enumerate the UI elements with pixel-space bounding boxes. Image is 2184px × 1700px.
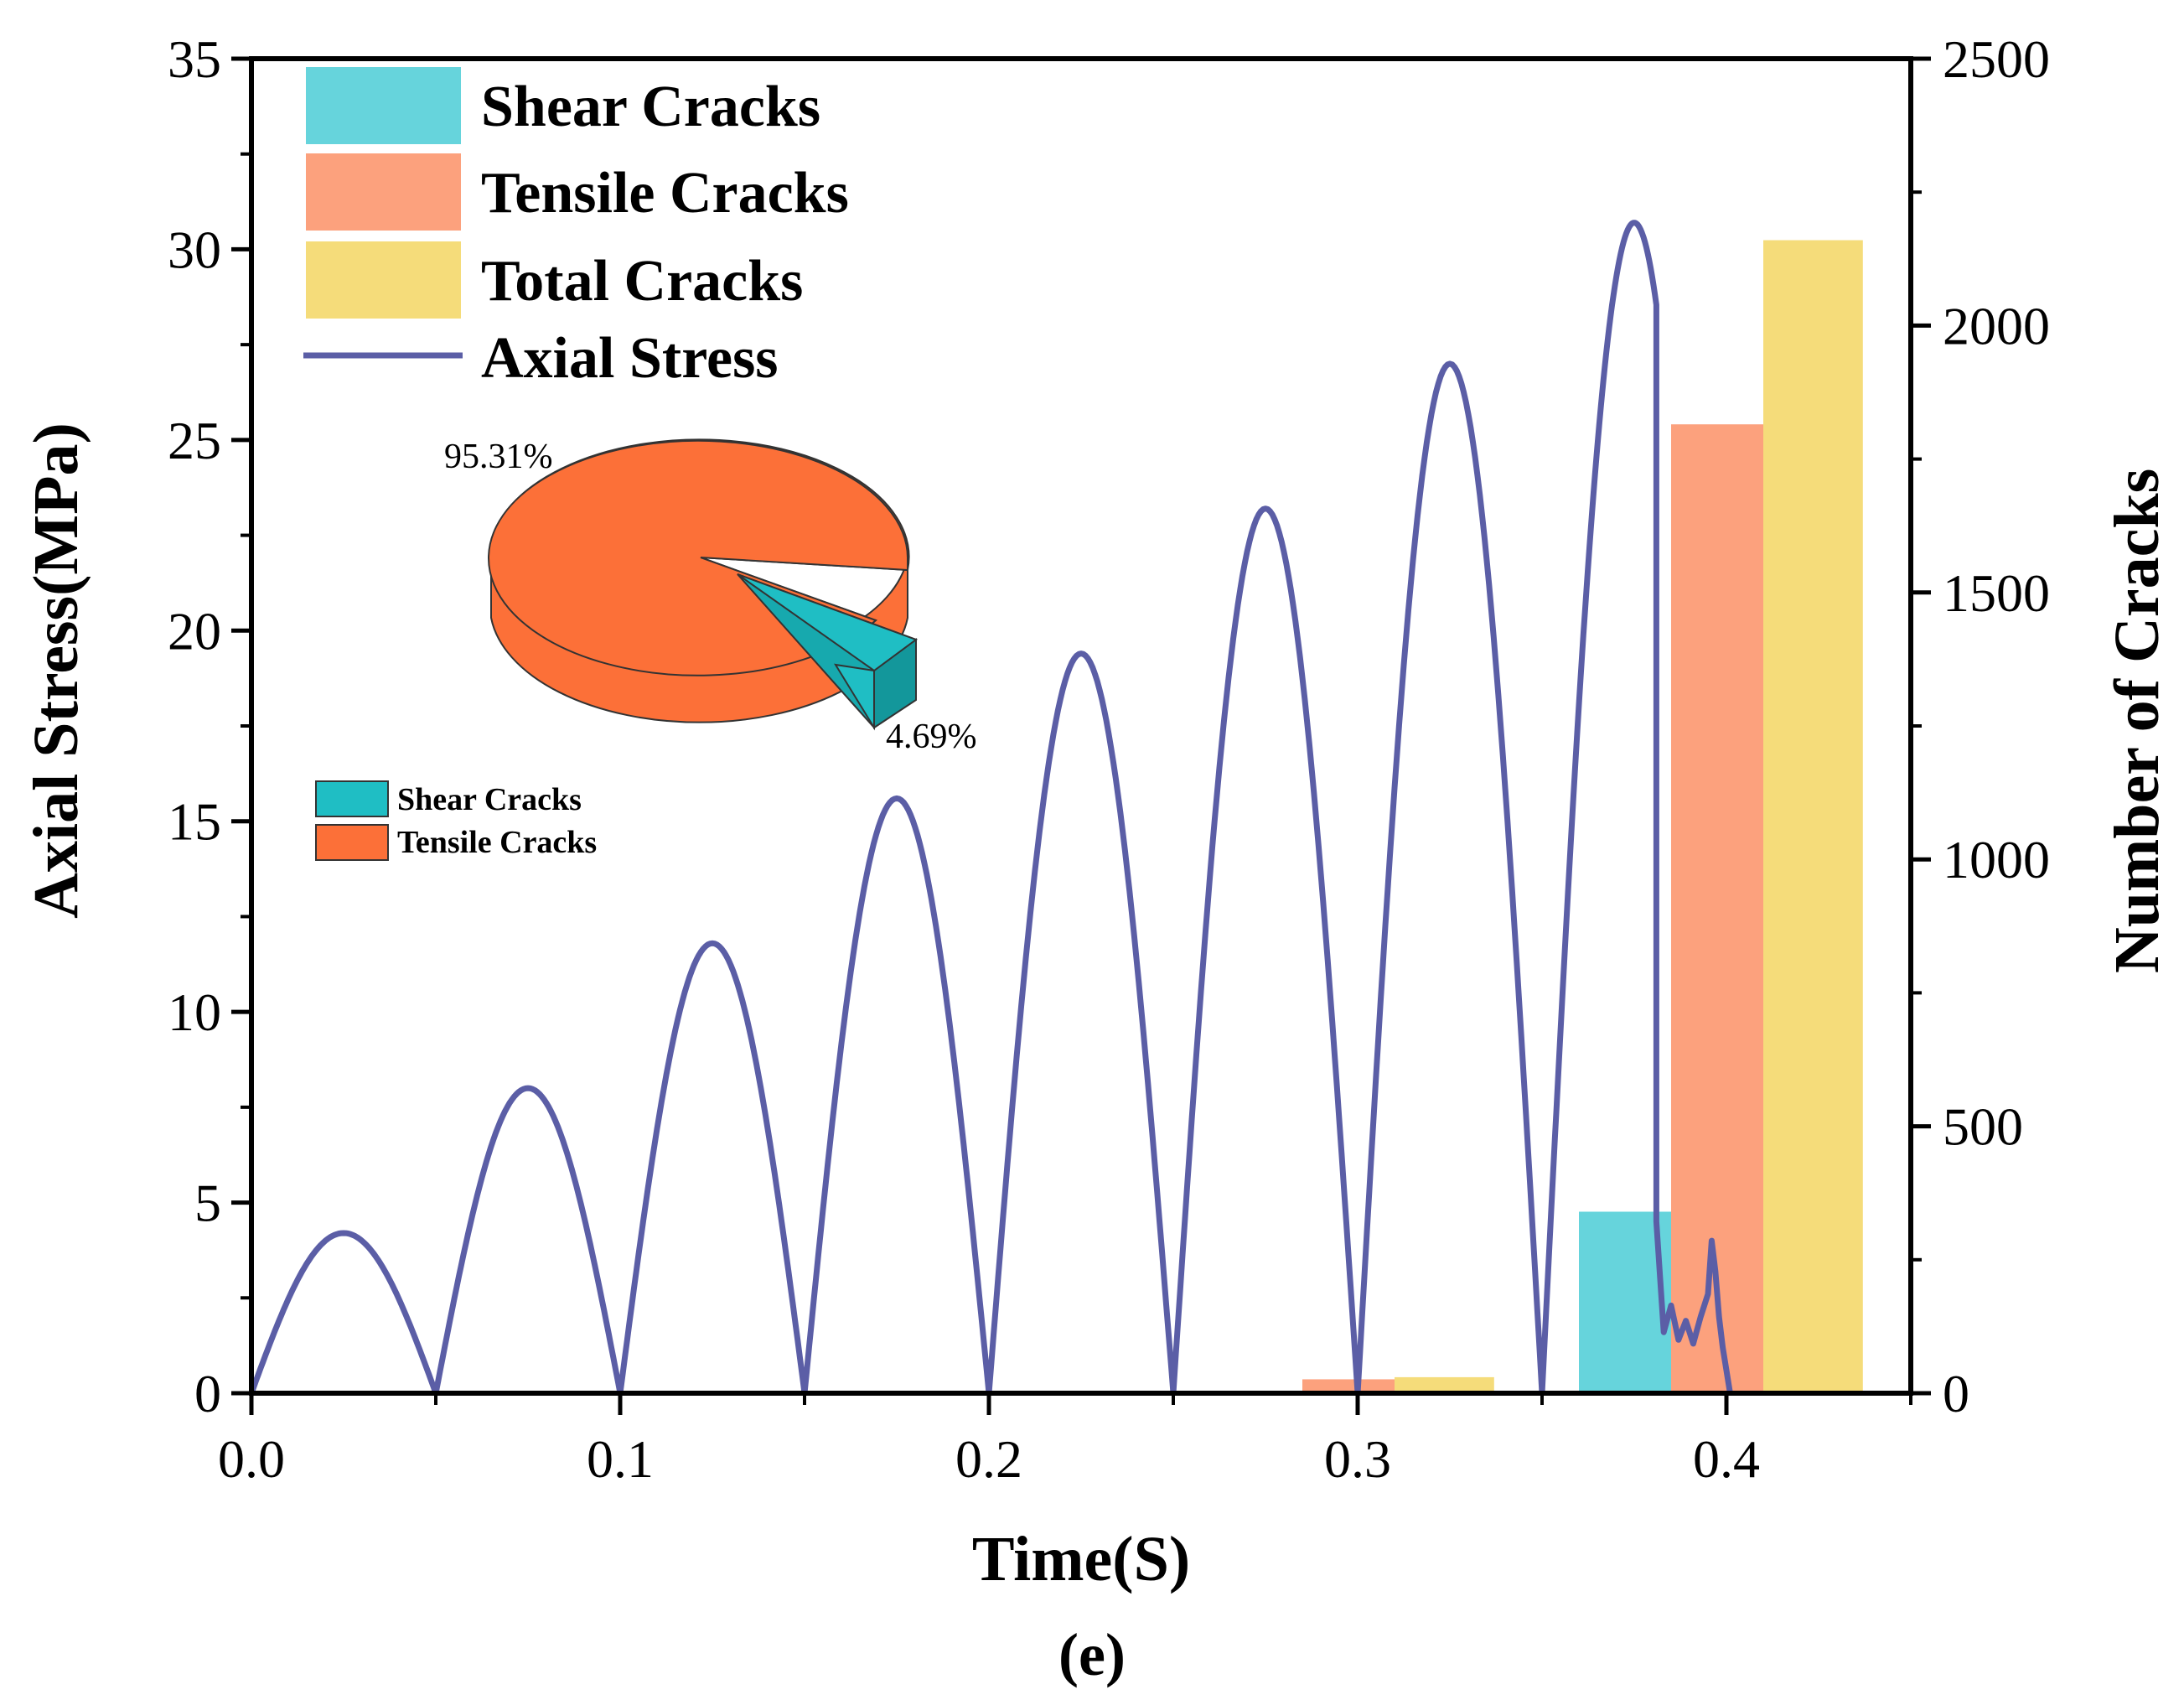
main-legend: Shear Cracks Tensile Cracks Total Cracks… bbox=[303, 67, 849, 391]
y-left-tick-label: 5 bbox=[194, 1174, 221, 1233]
pie-label-tensile: 95.31% bbox=[444, 438, 553, 476]
legend-label-shear: Shear Cracks bbox=[481, 75, 820, 139]
legend-swatch-shear bbox=[306, 67, 461, 144]
y-left-tick-label: 20 bbox=[168, 601, 221, 661]
y-left-tick-label: 35 bbox=[168, 29, 221, 89]
panel-label: (e) bbox=[1058, 1621, 1126, 1688]
inset-legend-swatch-shear bbox=[315, 780, 389, 817]
legend-swatch-tensile bbox=[306, 153, 461, 231]
inset-legend-label-tensile: Tensile Cracks bbox=[397, 825, 597, 860]
bar-tensile-cracks-1 bbox=[1671, 424, 1771, 1393]
legend-label-tensile: Tensile Cracks bbox=[481, 161, 849, 225]
bar-total-cracks-1 bbox=[1763, 240, 1863, 1393]
bar-total-cracks-0 bbox=[1395, 1376, 1494, 1393]
legend-label-axial-stress: Axial Stress bbox=[481, 326, 779, 391]
legend-label-total: Total Cracks bbox=[481, 249, 803, 314]
y-right-tick-label: 2500 bbox=[1943, 29, 2050, 89]
inset-legend-swatch-tensile bbox=[315, 824, 389, 861]
pie-label-shear: 4.69% bbox=[886, 718, 977, 756]
y-left-tick-label: 30 bbox=[168, 220, 221, 279]
y-left-tick-label: 0 bbox=[194, 1364, 221, 1423]
y-right-tick-label: 2000 bbox=[1943, 296, 2050, 355]
x-tick-label: 0.3 bbox=[1324, 1429, 1391, 1489]
legend-swatch-total bbox=[306, 241, 461, 319]
y-left-tick-label: 25 bbox=[168, 411, 221, 470]
x-tick-label: 0.2 bbox=[955, 1429, 1022, 1489]
y-left-tick-label: 15 bbox=[168, 792, 221, 852]
x-axis-title: Time(S) bbox=[972, 1524, 1190, 1594]
axis-ticks: 0.0 0.1 0.2 0.3 0.4 0 5 10 15 20 25 30 35 0 500 1000 150… bbox=[168, 29, 2050, 1489]
y-left-tick-label: 10 bbox=[168, 982, 221, 1042]
pie-slice-shear bbox=[737, 573, 919, 731]
x-tick-label: 0.0 bbox=[218, 1429, 285, 1489]
bar-series-group bbox=[1210, 240, 1863, 1393]
inset-legend-label-shear: Shear Cracks bbox=[397, 782, 582, 817]
y-axis-left-title: Axial Stress(MPa) bbox=[21, 422, 91, 919]
y-axis-right-title: Number of Cracks bbox=[2102, 469, 2172, 973]
bar-tensile-cracks-0 bbox=[1302, 1379, 1402, 1393]
x-tick-label: 0.1 bbox=[587, 1429, 654, 1489]
y-right-tick-label: 1000 bbox=[1943, 830, 2050, 889]
x-tick-label: 0.4 bbox=[1693, 1429, 1760, 1489]
axial-stress-series bbox=[251, 220, 1733, 1393]
inset-pie-chart: 95.31% 4.69% Shear Cracks Tensile Cracks bbox=[315, 438, 977, 861]
y-right-tick-label: 500 bbox=[1943, 1097, 2023, 1157]
y-right-tick-label: 0 bbox=[1943, 1364, 1969, 1423]
axial-stress-line bbox=[251, 220, 1733, 1393]
y-right-tick-label: 1500 bbox=[1943, 563, 2050, 623]
